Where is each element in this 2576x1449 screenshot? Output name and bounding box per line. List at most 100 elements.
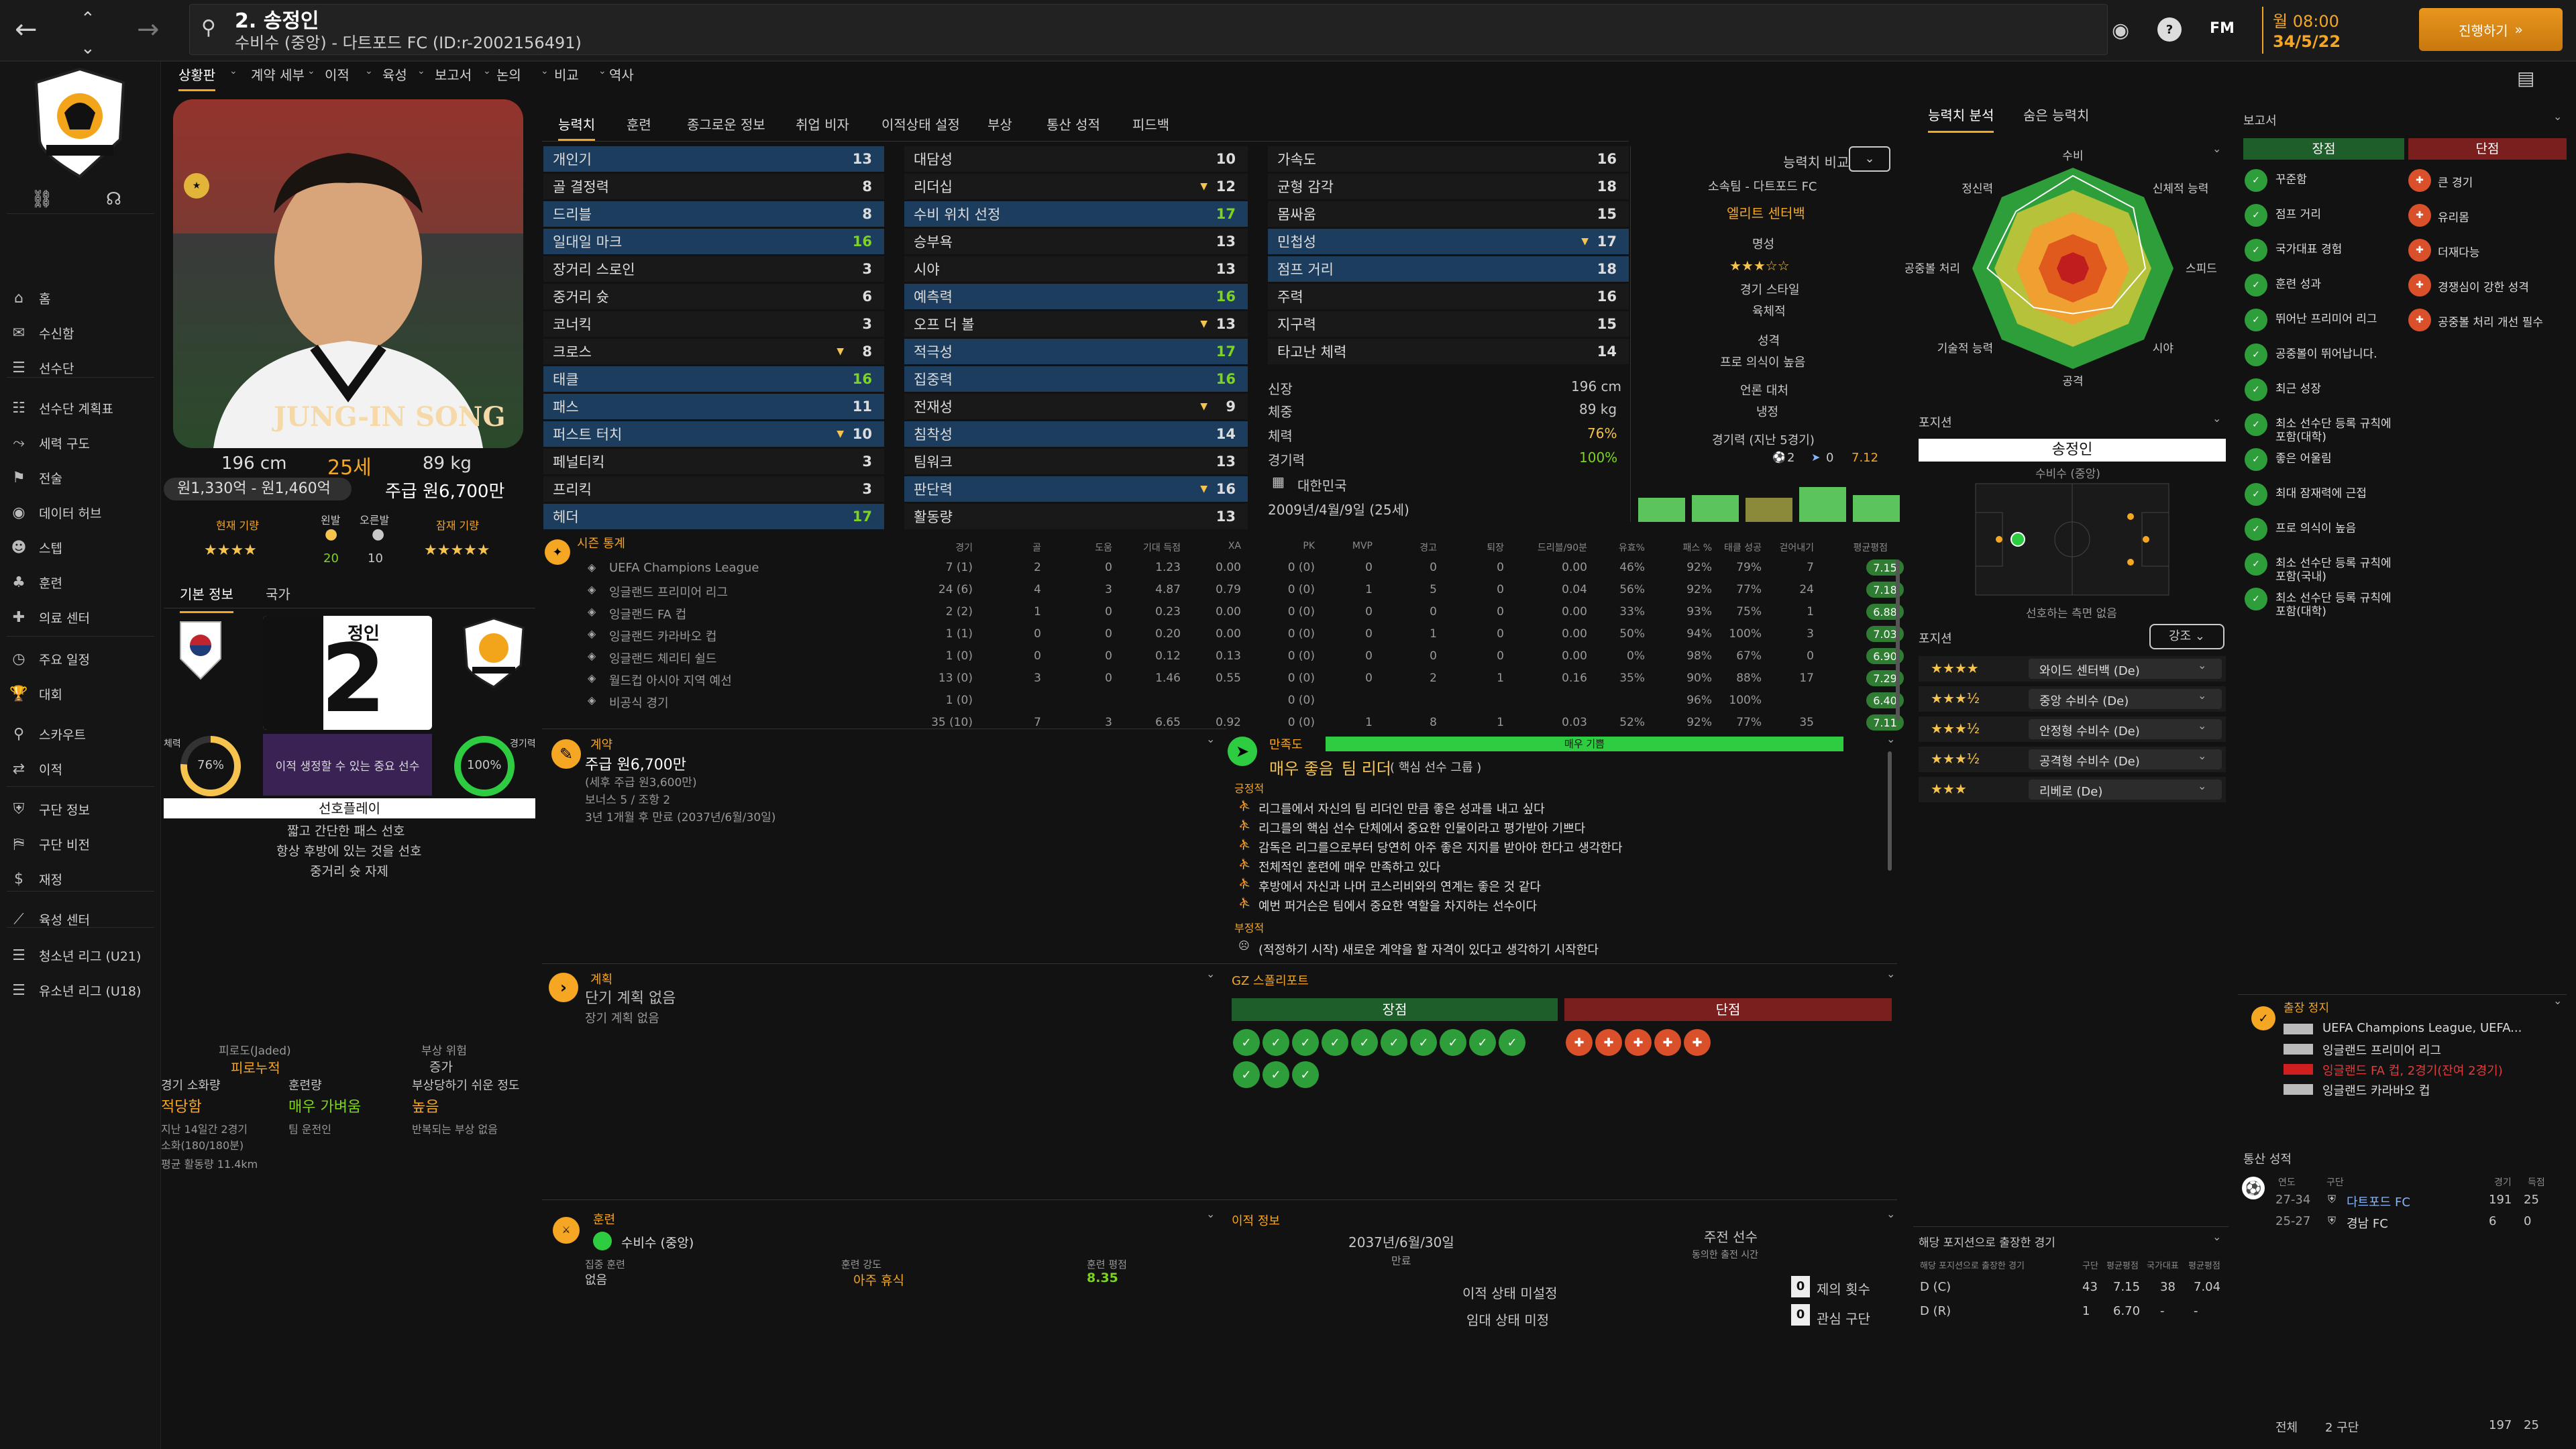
aerial-icon[interactable]: ✓ — [1381, 1029, 1407, 1056]
sidebar-item-schedule[interactable]: ◷ 주요 일정 — [9, 644, 90, 674]
attribute-row[interactable]: 지구력 15 — [1268, 311, 1629, 337]
attribute-row[interactable]: 예측력 16 — [904, 284, 1248, 309]
jump-icon[interactable]: ✓ — [1263, 1029, 1289, 1056]
fm-logo[interactable]: FM — [2210, 20, 2235, 37]
search-icon[interactable]: ⚲ — [201, 16, 216, 40]
sidebar-item-u21[interactable]: ☰ 청소년 리그 (U21) — [9, 941, 141, 970]
sidebar-item-finance[interactable]: $ 재정 — [9, 864, 62, 894]
consistency-icon[interactable]: ✓ — [1233, 1029, 1260, 1056]
sidebar-item-u18[interactable]: ☰ 유소년 리그 (U18) — [9, 975, 141, 1005]
training-icon[interactable]: ✓ — [1322, 1029, 1348, 1056]
chevron-down-icon[interactable]: ⌄ — [2212, 142, 2222, 155]
sidebar-item-scout[interactable]: ⚲ 스카우트 — [9, 719, 86, 749]
attribute-tab-0[interactable]: 능력치 — [558, 114, 596, 141]
professional-icon[interactable]: ✓ — [1233, 1061, 1260, 1088]
chevron-down-icon[interactable]: ⌄ — [1886, 1208, 1896, 1220]
attribute-tab-2[interactable]: 종그로운 정보 — [687, 117, 765, 133]
subnav-2[interactable]: 이적 — [325, 67, 350, 83]
world-icon[interactable]: ◉ — [2112, 19, 2130, 42]
attribute-row[interactable]: 타고난 체력 14 — [1268, 339, 1629, 364]
roles-title[interactable]: 포지션 — [1919, 632, 1952, 646]
subnav-7[interactable]: 역사 — [609, 67, 634, 83]
attribute-row[interactable]: 중거리 슛 6 — [543, 284, 884, 309]
tab-attribute-analysis[interactable]: 능력치 분석 — [1928, 105, 1994, 133]
chevron-down-icon[interactable]: ⌄ — [2212, 1230, 2222, 1243]
attribute-tab-3[interactable]: 취업 비자 — [796, 117, 849, 133]
competition-name[interactable]: 잉글랜드 카라바오 컵 — [609, 630, 717, 644]
attribute-row[interactable]: 드리블 8 — [543, 201, 884, 227]
subnav-1[interactable]: 계약 세부 — [251, 67, 305, 83]
career-club[interactable]: 경남 FC — [2347, 1217, 2388, 1231]
attribute-row[interactable]: 가속도 16 — [1268, 146, 1629, 172]
attribute-tab-1[interactable]: 훈련 — [627, 117, 651, 133]
competition-name[interactable]: 잉글랜드 프리미어 리그 — [609, 586, 729, 600]
sidebar-item-transfer[interactable]: ⇄ 이적 — [9, 754, 62, 784]
attribute-row[interactable]: 일대일 마크 16 — [543, 229, 884, 254]
sidebar-item-squad[interactable]: ☰ 선수단 — [9, 353, 74, 382]
attribute-row[interactable]: 페널티킥 3 — [543, 449, 884, 474]
emphasis-button[interactable]: 강조 ⌄ — [2149, 624, 2224, 649]
role-dropdown[interactable] — [2029, 719, 2222, 739]
attribute-row[interactable]: 태클 16 — [543, 366, 884, 392]
chevron-down-icon[interactable]: ⌄ — [1886, 967, 1896, 980]
attribute-row[interactable]: 리더십 ▼ 12 — [904, 174, 1248, 199]
chevron-down-icon[interactable]: ⌄ — [1886, 733, 1896, 745]
transfer-title[interactable]: 이적 정보 — [1232, 1214, 1280, 1228]
attribute-row[interactable]: 주력 16 — [1268, 284, 1629, 309]
subnav-4[interactable]: 보고서 — [435, 67, 472, 83]
chevron-down-icon[interactable]: ⌄ — [1206, 1208, 1216, 1220]
role-dropdown[interactable] — [2029, 780, 2222, 800]
subnav-6[interactable]: 비교 — [554, 67, 579, 83]
contract-title[interactable]: 계약 — [590, 738, 613, 752]
crest-icon[interactable]: ⛓ — [31, 189, 54, 209]
competitive-icon[interactable]: ✚ — [1654, 1029, 1681, 1056]
growth-icon[interactable]: ✓ — [1410, 1029, 1437, 1056]
chevron-down-icon[interactable]: ⌄ — [2553, 994, 2563, 1007]
attribute-row[interactable]: 개인기 13 — [543, 146, 884, 172]
big-game-icon[interactable]: ✚ — [1566, 1029, 1593, 1056]
training-title[interactable]: 훈련 — [593, 1213, 616, 1227]
tab-basic-info[interactable]: 기본 정보 — [180, 584, 233, 613]
attribute-row[interactable]: 침착성 14 — [904, 421, 1248, 447]
competition-name[interactable]: 잉글랜드 FA 컵 — [609, 608, 687, 622]
chevron-down-icon[interactable]: ⌄ — [2212, 412, 2222, 425]
attribute-row[interactable]: 프리킥 3 — [543, 476, 884, 502]
sidebar-item-club-info[interactable]: ⛨ 구단 정보 — [9, 794, 90, 824]
scrollbar[interactable] — [1888, 751, 1892, 871]
sidebar-item-development[interactable]: ⟋ 육성 센터 — [9, 904, 90, 934]
attribute-tab-7[interactable]: 피드백 — [1132, 117, 1170, 133]
competition-name[interactable]: 잉글랜드 체리티 쉴드 — [609, 652, 717, 666]
attribute-row[interactable]: 패스 11 — [543, 394, 884, 419]
chevron-down-icon[interactable]: ⌄ — [1206, 967, 1216, 980]
injury-prone-icon[interactable]: ✚ — [1595, 1029, 1622, 1056]
premier-icon[interactable]: ✓ — [1351, 1029, 1378, 1056]
sidebar-item-club-vision[interactable]: ⛿ 구단 비전 — [9, 829, 90, 859]
chevron-down-icon[interactable]: ⌄ — [2553, 110, 2563, 123]
attribute-row[interactable]: 퍼스트 터치 ▼ 10 — [543, 421, 884, 447]
sidebar-item-data-hub[interactable]: ◉ 데이터 허브 — [9, 498, 101, 527]
versatility-icon[interactable]: ✚ — [1625, 1029, 1652, 1056]
competition-name[interactable]: UEFA Champions League — [609, 561, 759, 575]
attribute-row[interactable]: 골 결정력 8 — [543, 174, 884, 199]
happiness-title[interactable]: 만족도 — [1269, 738, 1303, 752]
attribute-row[interactable]: 수비 위치 선정 17 — [904, 201, 1248, 227]
competition-name[interactable]: 비공식 경기 — [609, 696, 669, 710]
attribute-row[interactable]: 승부욕 13 — [904, 229, 1248, 254]
continue-button[interactable]: 진행하기 » — [2419, 8, 2563, 51]
subnav-5[interactable]: 논의 — [496, 67, 521, 83]
back-icon[interactable]: ← — [15, 14, 38, 45]
attribute-row[interactable]: 집중력 16 — [904, 366, 1248, 392]
attribute-row[interactable]: 시야 13 — [904, 256, 1248, 282]
attribute-row[interactable]: 팀워크 13 — [904, 449, 1248, 474]
forward-icon[interactable]: → — [137, 14, 160, 45]
harmony-icon[interactable]: ✓ — [1469, 1029, 1496, 1056]
up-arrow-icon[interactable]: ⌃ — [80, 9, 95, 29]
tab-hidden-attributes[interactable]: 숨은 능력치 — [2023, 107, 2090, 123]
attribute-row[interactable]: 코너킥 3 — [543, 311, 884, 337]
sidebar-item-medical[interactable]: ✚ 의료 센터 — [9, 602, 90, 632]
sidebar-item-training[interactable]: ♣ 훈련 — [9, 568, 62, 597]
sidebar-item-inbox[interactable]: ✉ 수신함 — [9, 318, 74, 347]
club-crest[interactable] — [30, 66, 130, 180]
sidebar-item-dynamics[interactable]: ⤳ 세력 구도 — [9, 428, 90, 458]
role-dropdown[interactable] — [2029, 749, 2222, 769]
